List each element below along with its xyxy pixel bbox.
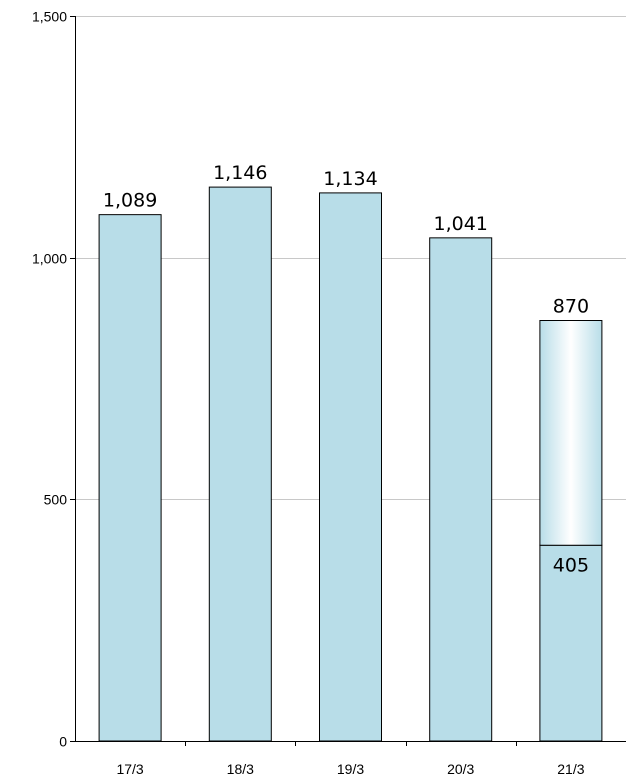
bar-solid-segment — [539, 544, 603, 742]
bar-value-label: 1,146 — [213, 162, 267, 184]
bar-value-label: 1,134 — [323, 168, 377, 190]
bar-value-label: 870 — [553, 296, 589, 318]
bar — [319, 192, 382, 742]
x-tick-label: 17/3 — [116, 761, 143, 777]
y-tick-label: 0 — [59, 734, 67, 750]
bar-value-label: 1,089 — [103, 190, 157, 212]
bar-value-label: 1,041 — [433, 213, 487, 235]
bar — [208, 186, 272, 742]
bar-partial-segment — [539, 320, 603, 546]
bar-partial-value-label: 405 — [553, 554, 589, 576]
bar — [429, 237, 493, 742]
y-tick-label: 1,000 — [32, 251, 67, 267]
bars — [98, 186, 603, 742]
y-tick-label: 500 — [44, 492, 68, 508]
x-tick-label: 18/3 — [227, 761, 254, 777]
x-tick-label: 19/3 — [337, 761, 364, 777]
axes — [70, 16, 626, 746]
bar — [98, 214, 162, 742]
x-tick-label: 20/3 — [447, 761, 474, 777]
x-tick-label: 21/3 — [557, 761, 584, 777]
labels: 0 500 1,000 1,500 1,089 17/3 1,146 18/3 1,134 19/… — [32, 9, 589, 778]
y-tick-label: 1,500 — [32, 9, 67, 25]
